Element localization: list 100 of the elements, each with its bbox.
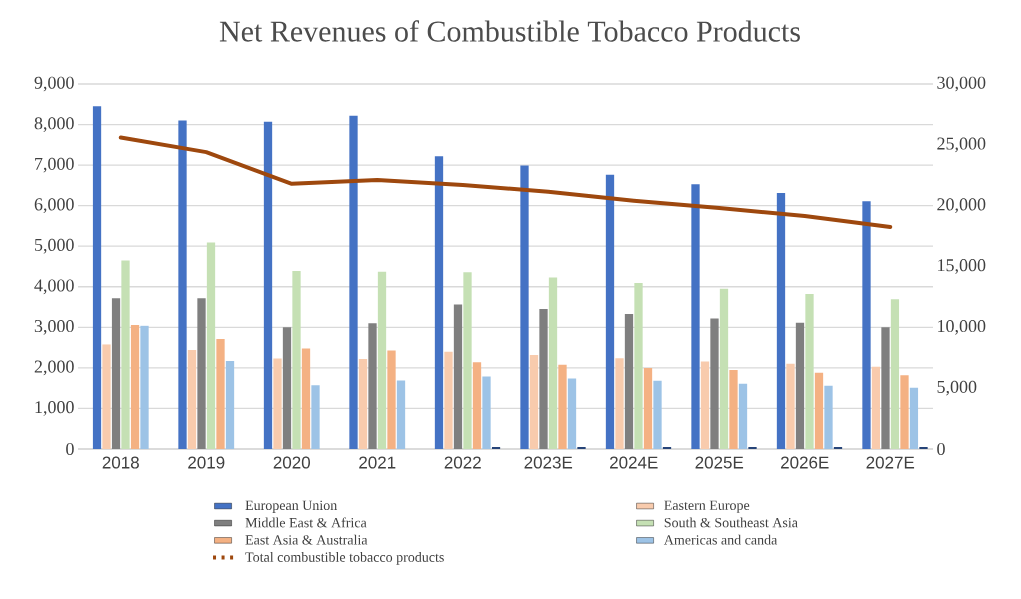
bar [710, 318, 719, 449]
y-tick-label: 3,000 [34, 319, 74, 335]
x-tick-label: 2022 [444, 456, 481, 469]
bar [111, 298, 121, 449]
legend-label: Middle East & Africa [245, 517, 367, 528]
bar [377, 271, 387, 449]
bar [615, 358, 624, 449]
bar [634, 283, 643, 449]
x-tick-label: 2026E [781, 456, 829, 469]
bar [824, 385, 833, 449]
y2-tick-label: 10,000 [938, 319, 986, 335]
bar [691, 184, 700, 449]
bar [662, 446, 672, 449]
bar [102, 344, 111, 449]
bar [396, 380, 406, 449]
bar [558, 364, 567, 449]
bar [140, 325, 149, 449]
bar [121, 260, 130, 449]
bar [491, 446, 501, 449]
bar [482, 376, 491, 449]
x-tick-label: 2021 [359, 456, 396, 469]
bar [453, 304, 463, 449]
bar [653, 380, 662, 449]
legend-label: South & Southeast Asia [664, 517, 798, 528]
legend-label: European Union [245, 500, 338, 513]
y-tick-label: 2,000 [34, 360, 74, 376]
y2-tick-label: 25,000 [937, 137, 986, 153]
x-tick-label: 2027E [866, 456, 915, 469]
y-tick-label: 5,000 [35, 238, 74, 254]
y2-tick-label: 15,000 [938, 259, 986, 274]
bar [178, 120, 187, 449]
x-tick-label: 2025E [695, 456, 744, 469]
bar [273, 358, 282, 449]
bar [216, 339, 225, 449]
bar [833, 446, 843, 449]
bar [805, 294, 814, 449]
bar [130, 324, 140, 449]
bar [814, 372, 824, 449]
y-tick-label: 8,000 [34, 117, 74, 132]
bar [539, 309, 548, 449]
x-tick-label: 2019 [188, 456, 225, 469]
bar [301, 348, 311, 449]
bar [900, 375, 909, 449]
bar [368, 323, 377, 449]
bar [776, 193, 786, 449]
y2-tick-label: 0 [937, 442, 945, 456]
bar [520, 165, 529, 449]
bar [349, 115, 358, 449]
bar [187, 350, 197, 449]
bar [748, 446, 757, 449]
bar [862, 201, 871, 449]
y-tick-label: 9,000 [34, 76, 74, 92]
y2-tick-label: 30,000 [937, 76, 986, 92]
bar [529, 354, 539, 449]
bar [434, 156, 444, 449]
y-tick-label: 7,000 [35, 157, 74, 173]
bar [890, 299, 900, 449]
bar [263, 121, 273, 449]
bar [786, 363, 795, 449]
y2-tick-label: 5,000 [937, 380, 977, 396]
bar [387, 350, 396, 449]
bar [577, 446, 586, 449]
bar [719, 288, 729, 449]
y-tick-label: 0 [66, 442, 74, 456]
y-tick-label: 6,000 [34, 198, 74, 214]
legend-label: Total combustible tobacco products [245, 551, 444, 565]
bar [643, 367, 653, 449]
bar [463, 272, 472, 449]
x-tick-label: 2018 [102, 456, 139, 469]
bar [795, 322, 805, 449]
legend-label: Americas and canda [663, 534, 778, 545]
legend-label: East Asia & Australia [245, 534, 368, 545]
bar [919, 446, 928, 449]
bar [282, 327, 292, 449]
bar [358, 358, 368, 449]
bar [444, 351, 453, 449]
bar [700, 361, 710, 449]
x-tick-label: 2020 [273, 456, 310, 469]
bar [472, 362, 482, 449]
bar [729, 369, 738, 449]
bar [909, 387, 919, 449]
bar [881, 327, 890, 449]
bar [225, 360, 235, 449]
line-series [118, 135, 893, 229]
bar [624, 313, 634, 449]
bar [197, 298, 206, 449]
legend-label: Eastern Europe [664, 500, 750, 513]
x-tick-label: 2024E [610, 456, 658, 469]
y-tick-label: 1,000 [35, 401, 74, 416]
y2-tick-label: 20,000 [937, 198, 986, 214]
bar [548, 277, 558, 449]
bar [567, 378, 577, 449]
chart-title: Net Revenues of Combustible Tobacco Products [219, 20, 800, 42]
bar [605, 174, 615, 449]
bar [292, 270, 301, 449]
bar [311, 385, 320, 449]
bar [206, 242, 216, 449]
y-tick-label: 4,000 [34, 279, 74, 295]
x-tick-label: 2023E [524, 456, 573, 469]
bar [92, 106, 102, 449]
